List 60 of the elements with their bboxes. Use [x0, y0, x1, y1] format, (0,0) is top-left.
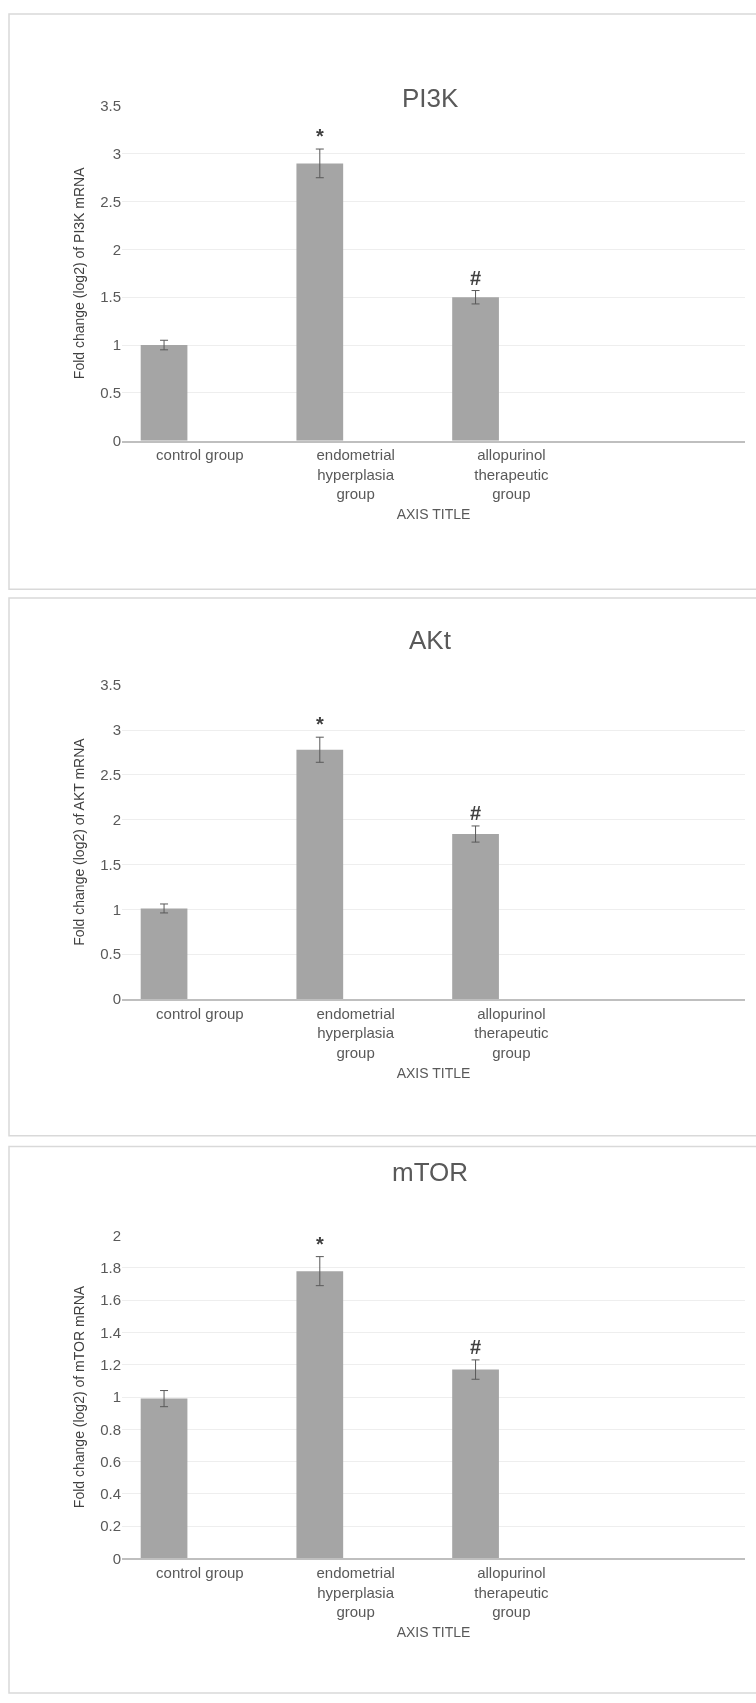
- y-axis-title: Fold change (log2) of mTOR mRNA: [70, 1285, 87, 1509]
- x-tick-label: endometrial hyperplasia group: [316, 1564, 395, 1621]
- x-tick-label: allopurinol therapeutic group: [474, 1004, 549, 1061]
- bar: [452, 297, 499, 441]
- y-tick-label: 2: [112, 240, 121, 258]
- y-axis-title: Fold change (log2) of PI3K mRNA: [70, 166, 87, 380]
- bar: [140, 1398, 188, 1559]
- y-tick-label: 0.5: [100, 384, 121, 402]
- y-tick-label: 2: [112, 810, 121, 828]
- y-tick-label: 0.4: [100, 1485, 121, 1503]
- y-axis-title: Fold change (log2) of AKT mRNA: [70, 737, 87, 946]
- bar: [296, 163, 344, 441]
- x-axis-title: AXIS TITLE: [396, 1064, 471, 1081]
- y-tick-label: 2.5: [100, 766, 121, 784]
- annotation: *: [316, 1233, 324, 1255]
- y-tick-label: 2.5: [100, 192, 121, 210]
- y-tick-label: 1.5: [100, 855, 121, 873]
- annotation: *: [316, 713, 324, 735]
- y-tick-label: 0.6: [100, 1452, 121, 1470]
- annotation: #: [470, 802, 482, 824]
- y-tick-label: 1.2: [100, 1355, 121, 1373]
- bar: [296, 1271, 344, 1559]
- bar: [140, 345, 188, 441]
- y-tick-label: 0: [112, 990, 121, 1008]
- y-tick-label: 0.8: [100, 1420, 121, 1438]
- x-tick-label: endometrial hyperplasia group: [316, 446, 395, 503]
- y-tick-label: 0.5: [100, 945, 121, 963]
- y-tick-label: 1.4: [100, 1323, 121, 1341]
- y-tick-label: 3: [112, 721, 121, 739]
- bar: [140, 908, 188, 1000]
- chart-title: PI3K: [402, 83, 460, 113]
- annotation: #: [470, 1336, 482, 1358]
- bar: [296, 749, 344, 1000]
- y-tick-label: 1: [112, 1388, 121, 1406]
- chart-title: AKt: [409, 625, 452, 655]
- y-tick-label: 1.6: [100, 1291, 121, 1309]
- bar: [452, 834, 499, 1000]
- x-tick-label: allopurinol therapeutic group: [474, 1564, 549, 1621]
- y-tick-label: 1: [112, 336, 121, 354]
- x-axis-title: AXIS TITLE: [396, 1623, 471, 1640]
- y-tick-label: 1.5: [100, 288, 121, 306]
- chart-title: mTOR: [392, 1157, 469, 1187]
- y-tick-label: 3.5: [100, 676, 121, 694]
- x-tick-label: control group: [156, 1004, 244, 1022]
- x-tick-label: control group: [156, 446, 244, 464]
- x-tick-label: allopurinol therapeutic group: [474, 446, 549, 503]
- x-axis-title: AXIS TITLE: [396, 506, 471, 523]
- y-tick-label: 1: [112, 900, 121, 918]
- x-tick-label: control group: [156, 1564, 244, 1582]
- y-tick-label: 0.2: [100, 1517, 121, 1535]
- x-tick-label: endometrial hyperplasia group: [316, 1004, 395, 1061]
- y-tick-label: 0: [112, 431, 121, 449]
- annotation: #: [470, 267, 482, 289]
- y-tick-label: 0: [112, 1549, 121, 1567]
- annotation: *: [316, 125, 324, 147]
- y-tick-label: 1.8: [100, 1259, 121, 1277]
- y-tick-label: 3: [112, 145, 121, 163]
- y-tick-label: 2: [112, 1226, 121, 1244]
- bar: [452, 1369, 499, 1559]
- y-tick-label: 3.5: [100, 97, 121, 115]
